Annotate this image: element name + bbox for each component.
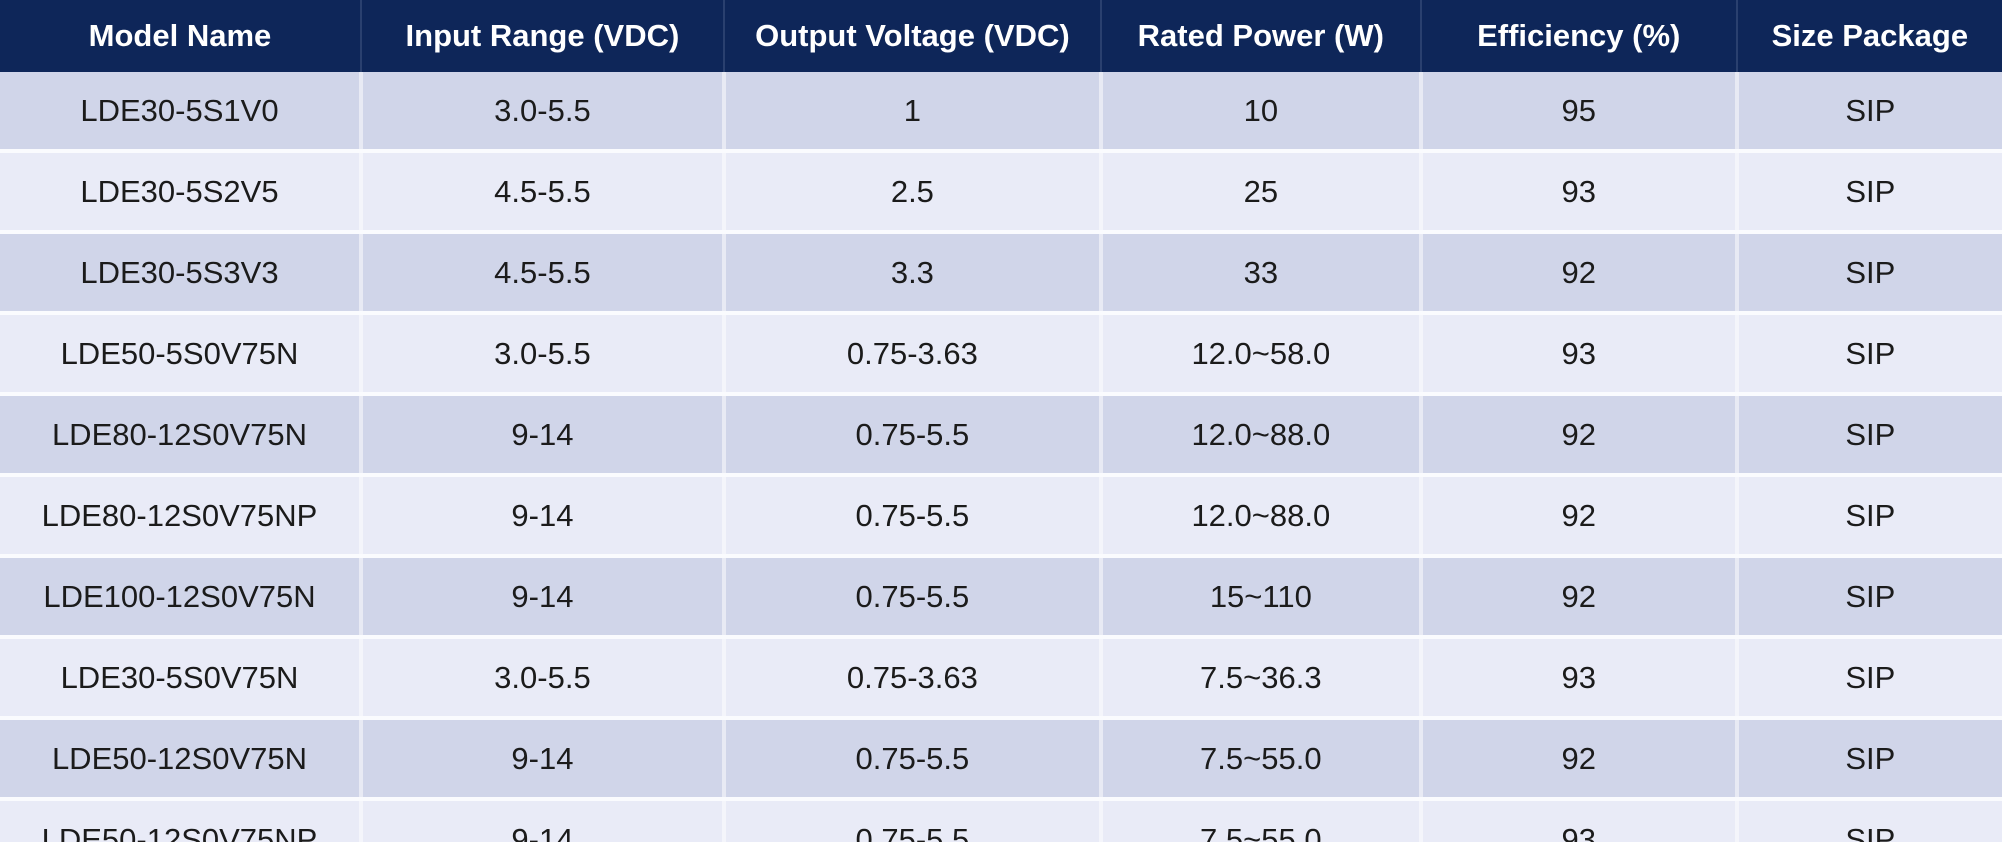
- cell-input-range: 3.0-5.5: [360, 637, 726, 720]
- cell-efficiency: 92: [1420, 394, 1739, 477]
- cell-model-name: LDE80-12S0V75NP: [0, 475, 363, 558]
- cell-efficiency: 92: [1420, 718, 1739, 801]
- table-header: Model Name Input Range (VDC) Output Volt…: [0, 0, 2002, 72]
- cell-model-name: LDE30-5S0V75N: [0, 637, 363, 720]
- column-header-model-name: Model Name: [0, 0, 362, 72]
- table-row: LDE80-12S0V75N 9-14 0.75-5.5 12.0~88.0 9…: [0, 394, 2002, 477]
- cell-input-range: 4.5-5.5: [360, 151, 726, 234]
- table-row: LDE30-5S1V0 3.0-5.5 1 10 95 SIP: [0, 72, 2002, 153]
- cell-model-name: LDE80-12S0V75N: [0, 394, 363, 477]
- cell-efficiency: 92: [1420, 232, 1739, 315]
- cell-output-voltage: 0.75-5.5: [723, 475, 1103, 558]
- table-row: LDE100-12S0V75N 9-14 0.75-5.5 15~110 92 …: [0, 556, 2002, 639]
- table-row: LDE50-12S0V75NP 9-14 0.75-5.5 7.5~55.0 9…: [0, 799, 2002, 842]
- cell-output-voltage: 0.75-5.5: [723, 556, 1103, 639]
- cell-rated-power: 7.5~55.0: [1100, 718, 1423, 801]
- cell-model-name: LDE50-12S0V75NP: [0, 799, 363, 842]
- table-row: LDE30-5S0V75N 3.0-5.5 0.75-3.63 7.5~36.3…: [0, 637, 2002, 720]
- cell-size-package: SIP: [1736, 637, 2002, 720]
- cell-size-package: SIP: [1736, 799, 2002, 842]
- cell-rated-power: 12.0~58.0: [1100, 313, 1423, 396]
- cell-rated-power: 12.0~88.0: [1100, 394, 1423, 477]
- cell-efficiency: 92: [1420, 556, 1739, 639]
- cell-input-range: 9-14: [360, 799, 726, 842]
- cell-output-voltage: 0.75-5.5: [723, 394, 1103, 477]
- cell-input-range: 3.0-5.5: [360, 313, 726, 396]
- cell-output-voltage: 0.75-5.5: [723, 718, 1103, 801]
- cell-efficiency: 95: [1420, 72, 1739, 153]
- column-header-size-package: Size Package: [1736, 0, 2002, 72]
- cell-output-voltage: 0.75-3.63: [723, 313, 1103, 396]
- cell-rated-power: 25: [1100, 151, 1423, 234]
- cell-rated-power: 12.0~88.0: [1100, 475, 1423, 558]
- cell-size-package: SIP: [1736, 394, 2002, 477]
- cell-efficiency: 93: [1420, 799, 1739, 842]
- column-header-efficiency: Efficiency (%): [1420, 0, 1738, 72]
- cell-input-range: 4.5-5.5: [360, 232, 726, 315]
- cell-input-range: 9-14: [360, 394, 726, 477]
- cell-output-voltage: 3.3: [723, 232, 1103, 315]
- cell-size-package: SIP: [1736, 718, 2002, 801]
- cell-model-name: LDE100-12S0V75N: [0, 556, 363, 639]
- table-row: LDE30-5S3V3 4.5-5.5 3.3 33 92 SIP: [0, 232, 2002, 315]
- cell-output-voltage: 1: [723, 72, 1103, 153]
- cell-size-package: SIP: [1736, 556, 2002, 639]
- cell-efficiency: 93: [1420, 637, 1739, 720]
- cell-input-range: 3.0-5.5: [360, 72, 726, 153]
- cell-model-name: LDE30-5S3V3: [0, 232, 363, 315]
- cell-rated-power: 33: [1100, 232, 1423, 315]
- cell-rated-power: 7.5~36.3: [1100, 637, 1423, 720]
- cell-input-range: 9-14: [360, 475, 726, 558]
- cell-model-name: LDE50-12S0V75N: [0, 718, 363, 801]
- table-body: LDE30-5S1V0 3.0-5.5 1 10 95 SIP LDE30-5S…: [0, 72, 2002, 842]
- cell-efficiency: 93: [1420, 313, 1739, 396]
- table-row: LDE80-12S0V75NP 9-14 0.75-5.5 12.0~88.0 …: [0, 475, 2002, 558]
- column-header-input-range: Input Range (VDC): [360, 0, 725, 72]
- cell-output-voltage: 0.75-5.5: [723, 799, 1103, 842]
- cell-size-package: SIP: [1736, 313, 2002, 396]
- table-row: LDE50-5S0V75N 3.0-5.5 0.75-3.63 12.0~58.…: [0, 313, 2002, 396]
- cell-rated-power: 15~110: [1100, 556, 1423, 639]
- cell-size-package: SIP: [1736, 151, 2002, 234]
- cell-efficiency: 93: [1420, 151, 1739, 234]
- table-row: LDE30-5S2V5 4.5-5.5 2.5 25 93 SIP: [0, 151, 2002, 234]
- cell-output-voltage: 2.5: [723, 151, 1103, 234]
- header-row: Model Name Input Range (VDC) Output Volt…: [0, 0, 2002, 72]
- cell-rated-power: 7.5~55.0: [1100, 799, 1423, 842]
- cell-size-package: SIP: [1736, 475, 2002, 558]
- table-row: LDE50-12S0V75N 9-14 0.75-5.5 7.5~55.0 92…: [0, 718, 2002, 801]
- cell-size-package: SIP: [1736, 72, 2002, 153]
- cell-input-range: 9-14: [360, 718, 726, 801]
- cell-rated-power: 10: [1100, 72, 1423, 153]
- cell-input-range: 9-14: [360, 556, 726, 639]
- cell-efficiency: 92: [1420, 475, 1739, 558]
- cell-model-name: LDE30-5S1V0: [0, 72, 363, 153]
- cell-output-voltage: 0.75-3.63: [723, 637, 1103, 720]
- column-header-rated-power: Rated Power (W): [1100, 0, 1422, 72]
- cell-size-package: SIP: [1736, 232, 2002, 315]
- cell-model-name: LDE30-5S2V5: [0, 151, 363, 234]
- cell-model-name: LDE50-5S0V75N: [0, 313, 363, 396]
- column-header-output-voltage: Output Voltage (VDC): [723, 0, 1102, 72]
